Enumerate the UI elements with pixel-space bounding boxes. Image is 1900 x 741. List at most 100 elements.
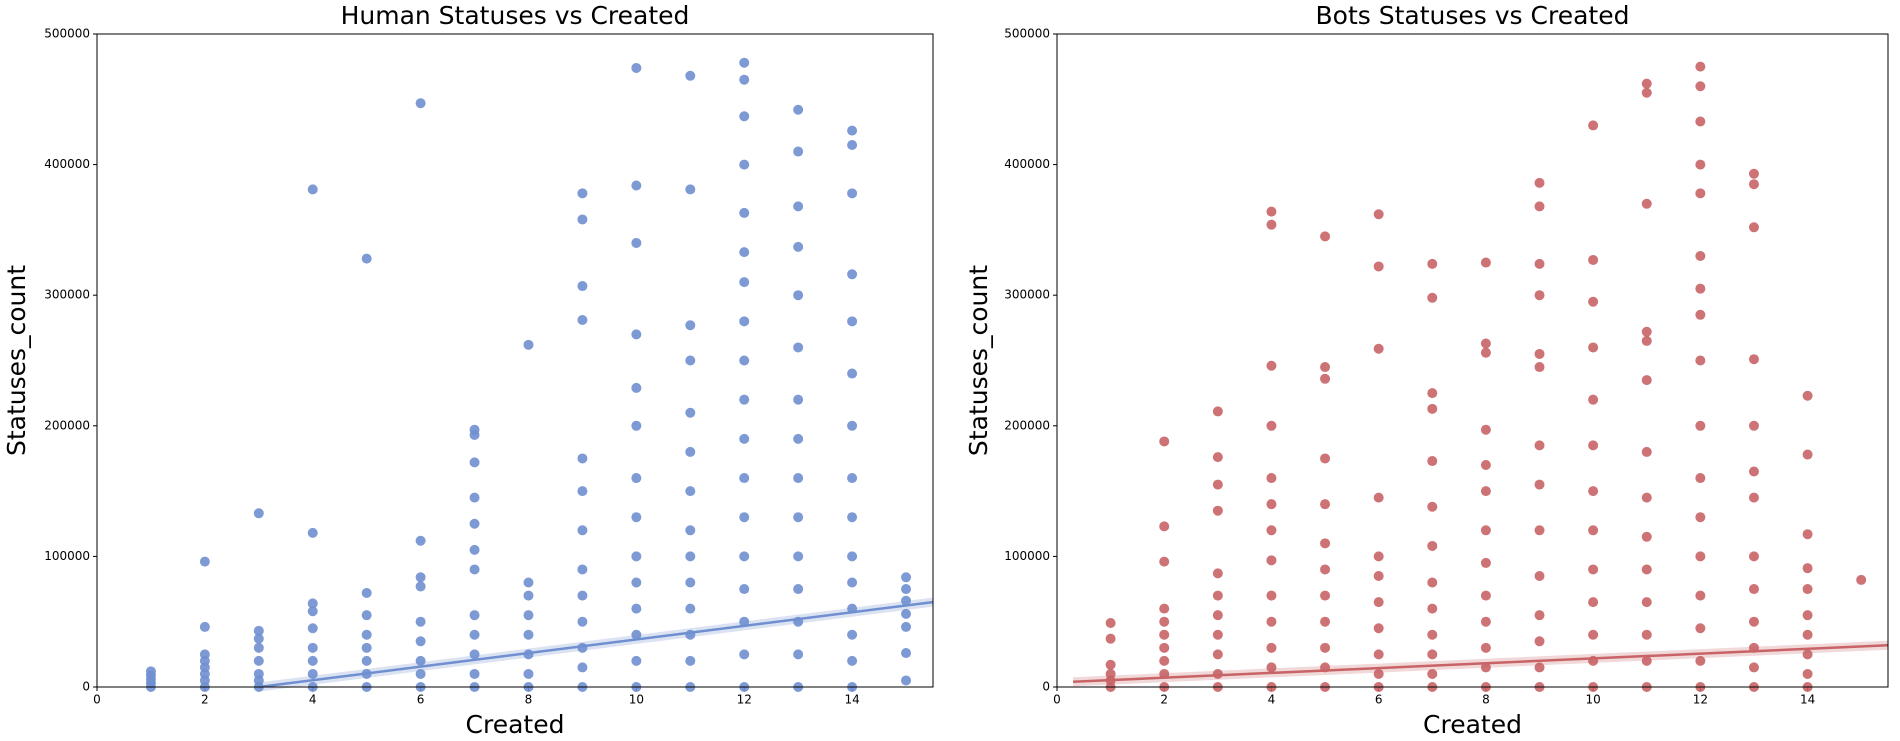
point	[577, 616, 588, 627]
y-tick-label: 500000	[1004, 27, 1050, 41]
point	[1266, 525, 1277, 536]
point	[1212, 590, 1223, 601]
point	[523, 629, 534, 640]
point	[523, 610, 534, 621]
point	[847, 655, 858, 666]
point	[1748, 222, 1759, 233]
point	[901, 572, 912, 583]
x-tick-label: 0	[1053, 693, 1061, 707]
point	[307, 606, 318, 617]
y-tick-label: 0	[82, 680, 90, 694]
point	[1480, 257, 1491, 268]
point	[1373, 649, 1384, 660]
chart-title: Human Statuses vs Created	[341, 1, 690, 30]
point	[1480, 557, 1491, 568]
point	[1105, 618, 1116, 629]
point	[1641, 531, 1652, 542]
x-tick-label: 12	[737, 693, 752, 707]
point	[739, 616, 750, 627]
point	[361, 610, 372, 621]
y-tick-label: 300000	[1004, 288, 1050, 302]
point	[1534, 662, 1545, 673]
point	[1856, 574, 1867, 585]
point	[469, 668, 480, 679]
point	[1373, 597, 1384, 608]
point	[793, 649, 804, 660]
point	[1320, 642, 1331, 653]
point	[361, 642, 372, 653]
point	[1480, 662, 1491, 673]
point	[577, 453, 588, 464]
point	[685, 551, 696, 562]
point	[1212, 629, 1223, 640]
point	[253, 642, 264, 653]
point	[523, 577, 534, 588]
point	[685, 70, 696, 81]
point	[1802, 610, 1813, 621]
point	[1266, 642, 1277, 653]
x-tick-label: 8	[525, 693, 533, 707]
y-tick-label: 200000	[44, 418, 90, 432]
point	[1748, 492, 1759, 503]
point	[1534, 525, 1545, 536]
point	[1373, 261, 1384, 272]
point	[1159, 642, 1170, 653]
point	[1159, 436, 1170, 447]
y-tick-label: 0	[1042, 680, 1050, 694]
point	[1588, 342, 1599, 353]
point	[631, 551, 642, 562]
x-tick-label: 14	[844, 693, 859, 707]
point	[1159, 655, 1170, 666]
point	[631, 62, 642, 73]
point	[1266, 555, 1277, 566]
point	[469, 649, 480, 660]
point	[577, 662, 588, 673]
x-tick-label: 10	[1585, 693, 1600, 707]
point	[739, 551, 750, 562]
trend-line	[1073, 643, 1889, 684]
point	[1641, 375, 1652, 386]
point	[1427, 292, 1438, 303]
point	[685, 603, 696, 614]
point	[847, 420, 858, 431]
point	[1695, 283, 1706, 294]
x-axis-label: Created	[1423, 710, 1522, 739]
point	[1802, 529, 1813, 540]
x-tick-label: 8	[1482, 693, 1490, 707]
point	[253, 655, 264, 666]
point	[739, 473, 750, 484]
point	[1480, 486, 1491, 497]
point	[793, 342, 804, 353]
point	[145, 666, 156, 677]
point	[1534, 258, 1545, 269]
point	[415, 581, 426, 592]
point	[1320, 373, 1331, 384]
point	[523, 668, 534, 679]
x-tick-label: 4	[309, 693, 317, 707]
point	[901, 648, 912, 659]
point	[1480, 338, 1491, 349]
point	[847, 512, 858, 523]
point	[1480, 590, 1491, 601]
point	[1534, 177, 1545, 188]
point	[1588, 597, 1599, 608]
point	[1427, 403, 1438, 414]
point	[1748, 420, 1759, 431]
x-tick-label: 4	[1268, 693, 1276, 707]
point	[901, 608, 912, 619]
point	[1534, 440, 1545, 451]
point	[685, 320, 696, 331]
y-tick-label: 500000	[44, 27, 90, 41]
y-tick-label: 200000	[1004, 418, 1050, 432]
point	[1212, 649, 1223, 660]
point	[1534, 201, 1545, 212]
point	[1695, 61, 1706, 72]
point	[793, 146, 804, 157]
point	[1373, 551, 1384, 562]
x-tick-label: 6	[1375, 693, 1383, 707]
point	[469, 424, 480, 435]
point	[1748, 179, 1759, 190]
point	[1641, 335, 1652, 346]
point	[523, 339, 534, 350]
x-tick-label: 6	[417, 693, 425, 707]
